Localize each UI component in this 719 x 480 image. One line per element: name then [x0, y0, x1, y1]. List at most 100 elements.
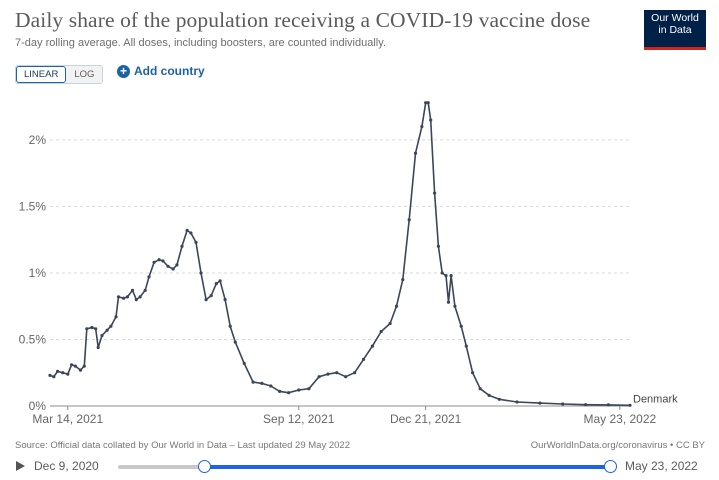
x-tick-label: Mar 14, 2021: [32, 412, 103, 426]
data-point: [379, 329, 383, 334]
data-point: [116, 295, 121, 299]
timeline-start-handle[interactable]: [198, 460, 211, 473]
data-point: [138, 295, 142, 299]
data-point: [52, 375, 56, 379]
data-point: [223, 298, 227, 302]
data-point: [497, 397, 501, 401]
data-point: [433, 191, 437, 195]
data-point: [218, 279, 222, 283]
data-point: [194, 240, 198, 244]
data-point: [166, 264, 170, 268]
y-tick-label: 1%: [29, 266, 47, 280]
logo-line-2: in Data: [658, 23, 692, 36]
data-point: [157, 258, 161, 262]
x-tick-label: Sep 12, 2021: [263, 412, 335, 426]
data-point: [189, 231, 193, 235]
data-point: [426, 101, 430, 105]
timeline-selected-range: [205, 465, 611, 469]
y-tick-label: 1.5%: [19, 199, 47, 213]
timeline-end-label: May 23, 2022: [625, 459, 698, 473]
data-point: [429, 118, 433, 122]
data-point: [70, 363, 74, 367]
data-point: [436, 244, 440, 248]
linear-scale-button[interactable]: LINEAR: [16, 66, 67, 83]
line-chart: 0% 0.5% 1% 1.5% 2% Mar 14, 2021 Sep 12, 2021 De…: [19, 101, 678, 426]
data-point: [278, 389, 282, 393]
log-scale-button[interactable]: LOG: [66, 66, 103, 83]
data-point: [424, 101, 428, 105]
data-point: [361, 357, 366, 361]
data-point: [96, 345, 100, 350]
data-point: [260, 381, 264, 385]
data-point: [317, 375, 321, 379]
y-tick-label: 2%: [29, 133, 47, 147]
add-country-button[interactable]: + Add country: [117, 64, 205, 78]
data-point: [413, 151, 418, 155]
data-point: [109, 324, 113, 328]
data-point: [90, 325, 94, 330]
plus-circle-icon: +: [117, 64, 130, 78]
data-point: [287, 391, 291, 395]
data-point: [171, 267, 175, 271]
x-tick-label: Dec 21, 2021: [390, 412, 462, 426]
data-point: [199, 271, 203, 275]
data-point: [449, 274, 453, 278]
data-point: [628, 403, 632, 407]
play-icon[interactable]: [16, 461, 25, 471]
add-country-label: Add country: [134, 64, 205, 78]
chart-title: Daily share of the population receiving …: [15, 8, 591, 32]
data-point: [233, 340, 237, 344]
data-point: [66, 372, 70, 376]
logo-line-1: Our World: [651, 12, 699, 24]
data-point: [152, 260, 156, 264]
data-point: [561, 402, 565, 406]
data-point: [584, 403, 588, 407]
data-point: [401, 278, 405, 282]
data-point: [459, 324, 463, 328]
timeline-slider: Dec 9, 2020 May 23, 2022: [0, 455, 719, 477]
y-tick-label: 0.5%: [19, 332, 47, 346]
data-point: [344, 375, 348, 379]
data-point: [147, 275, 151, 279]
data-point: [478, 387, 482, 391]
y-tick-label: 0%: [29, 399, 47, 413]
data-point: [85, 327, 89, 331]
data-point: [130, 288, 135, 292]
data-point: [134, 298, 138, 302]
data-point: [444, 274, 448, 278]
owid-logo[interactable]: Our World in Data: [644, 10, 706, 50]
data-point: [214, 282, 218, 286]
series-line-denmark: [49, 101, 631, 407]
data-point: [73, 364, 77, 368]
data-point: [471, 371, 475, 375]
data-point: [326, 372, 330, 376]
data-point: [180, 244, 184, 248]
data-point: [204, 298, 208, 302]
data-point: [446, 300, 451, 304]
data-point: [161, 259, 165, 263]
data-point: [82, 364, 86, 368]
data-point: [453, 304, 457, 308]
data-point: [122, 296, 126, 300]
data-point: [515, 400, 519, 404]
license-link[interactable]: OurWorldInData.org/coronavirus • CC BY: [530, 440, 705, 451]
data-point: [407, 218, 411, 222]
data-point: [114, 315, 118, 319]
data-point: [209, 294, 213, 298]
data-point: [335, 371, 339, 375]
x-tick-label: May 23, 2022: [583, 412, 656, 426]
data-point: [251, 380, 255, 384]
data-point: [228, 324, 232, 328]
timeline-end-handle[interactable]: [604, 460, 617, 473]
data-point: [48, 373, 52, 377]
data-point: [353, 371, 357, 375]
data-point: [538, 401, 542, 405]
data-point: [464, 344, 468, 348]
data-point: [394, 304, 399, 308]
data-point: [297, 388, 301, 392]
data-point: [175, 263, 179, 267]
data-point: [420, 125, 424, 129]
source-note: Source: Official data collated by Our Wo…: [15, 440, 350, 451]
data-point: [370, 344, 374, 348]
data-point: [185, 228, 189, 232]
